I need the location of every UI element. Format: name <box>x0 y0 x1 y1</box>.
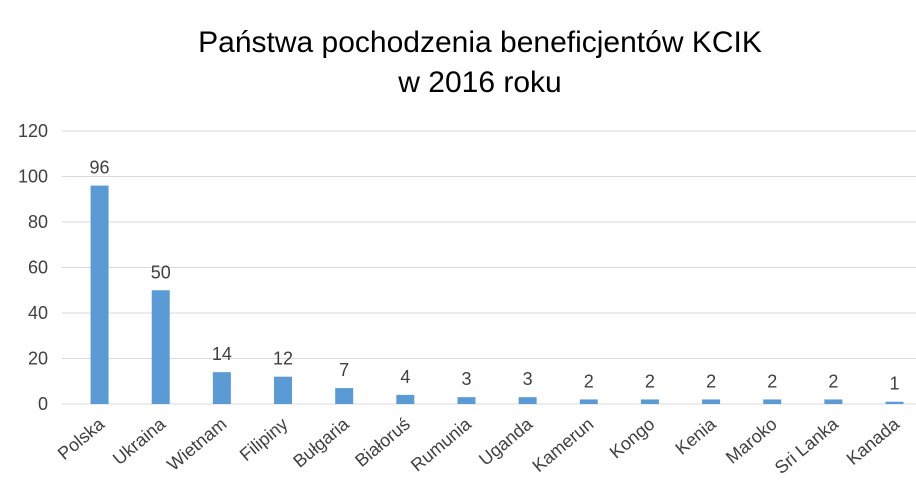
value-label: 4 <box>400 367 410 387</box>
value-label: 2 <box>706 371 716 391</box>
bar <box>212 372 231 404</box>
bar <box>274 376 293 404</box>
bar <box>824 399 843 404</box>
x-tick-label: Maroko <box>722 414 781 468</box>
value-label: 2 <box>645 371 655 391</box>
bar <box>151 290 170 404</box>
x-tick-label: Kongo <box>606 414 659 463</box>
value-label: 2 <box>828 371 838 391</box>
bar <box>763 399 782 404</box>
bar <box>518 397 537 404</box>
x-tick-label: Kamerun <box>529 414 598 476</box>
y-tick-label: 40 <box>28 303 48 323</box>
y-tick-label: 0 <box>38 394 48 414</box>
x-tick-label: Filipiny <box>236 414 292 465</box>
y-tick-label: 60 <box>28 258 48 278</box>
bar <box>335 388 354 404</box>
bar <box>90 185 109 404</box>
x-tick-label: Polska <box>54 413 109 464</box>
value-label: 3 <box>523 369 533 389</box>
x-tick-label: Wietnam <box>163 414 230 475</box>
bar <box>702 399 721 404</box>
y-tick-label: 100 <box>18 167 48 187</box>
x-tick-label: Sri Lanka <box>771 413 843 478</box>
value-label: 14 <box>212 344 232 364</box>
bar <box>396 394 415 404</box>
chart-title: w 2016 roku <box>397 66 561 99</box>
bar <box>640 399 659 404</box>
value-label: 2 <box>767 371 777 391</box>
value-label: 50 <box>151 262 171 282</box>
bar <box>885 401 904 404</box>
value-label: 12 <box>273 349 293 369</box>
x-tick-label: Kanada <box>843 413 904 469</box>
y-tick-label: 120 <box>18 121 48 141</box>
y-tick-label: 20 <box>28 349 48 369</box>
y-tick-label: 80 <box>28 212 48 232</box>
bar <box>579 399 598 404</box>
x-tick-label: Kenia <box>672 413 721 459</box>
value-label: 96 <box>90 158 110 178</box>
bar <box>457 397 476 404</box>
value-label: 2 <box>584 371 594 391</box>
x-tick-label: Rumunia <box>407 413 476 475</box>
x-tick-label: Bułgaria <box>289 413 353 471</box>
x-tick-label: Ukraina <box>109 413 170 469</box>
value-label: 3 <box>461 369 471 389</box>
value-label: 7 <box>339 360 349 380</box>
value-label: 1 <box>890 374 900 394</box>
x-tick-label: Białoruś <box>351 414 414 471</box>
chart-title: Państwa pochodzenia beneficjentów KCIK <box>198 26 762 59</box>
